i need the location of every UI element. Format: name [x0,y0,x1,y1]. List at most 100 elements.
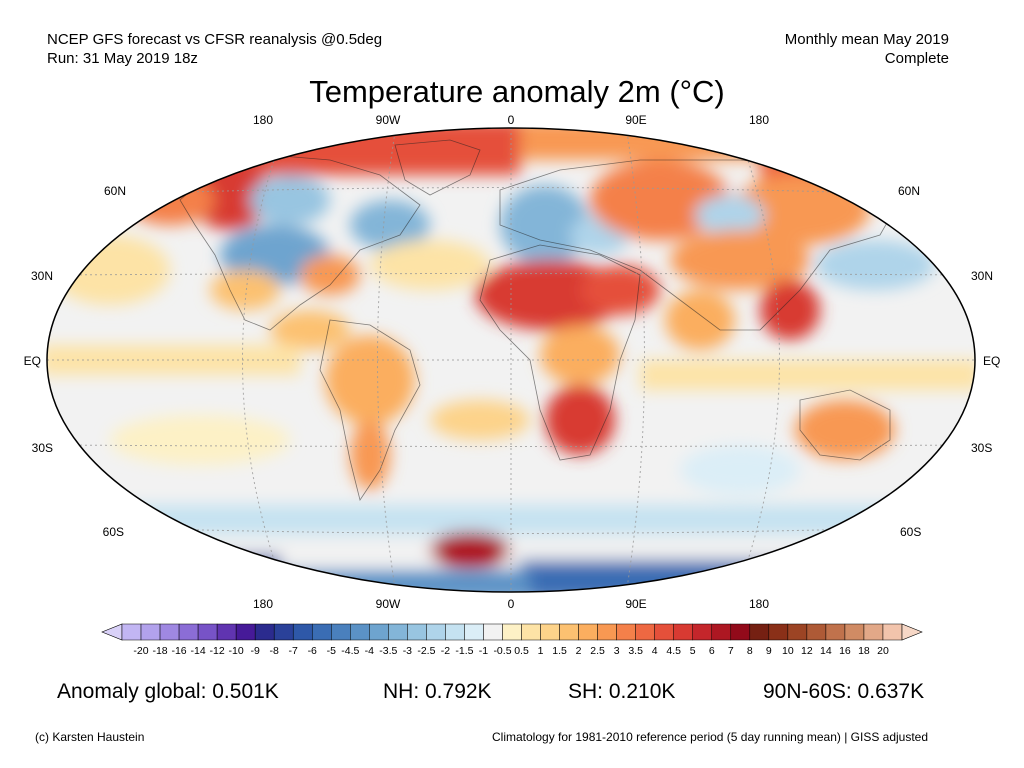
globe-outline [46,127,976,593]
colorbar-cell [616,623,636,641]
lon-label: 0 [508,113,515,127]
colorbar-cell [140,623,161,641]
colorbar: -20 -18 -16 -14 -12 -10 -9 -8 -7 -6 -5 -4.5 -4 -3.5 -3… [101,623,923,657]
colorbar-cell [197,623,218,641]
lon-label: 90W [376,597,401,611]
colorbar-cell [711,623,732,641]
lon-label: 180 [253,597,273,611]
colorbar-tick-label: -4.5 [341,645,359,657]
header-right: Monthly mean May 2019 Complete [785,30,949,68]
colorbar-tick-label: 0.5 [514,645,529,657]
colorbar-tick-label: 9 [766,645,772,657]
colorbar-under-arrow [101,623,123,641]
colorbar-tick-label: -9 [250,645,259,657]
lat-label: 60S [103,525,124,539]
colorbar-tick-label: -5 [327,645,336,657]
stat-arctic: 90N-60S: 0.637K [763,680,925,703]
colorbar-tick-label: 10 [782,645,794,657]
colorbar-tick-label: 5 [690,645,696,657]
colorbar-cell [273,623,294,641]
colorbar-cell [692,623,713,641]
lat-label: EQ [24,354,41,368]
colorbar-cell [787,623,808,641]
colorbar-cell [597,623,617,641]
lat-label: 60N [898,184,920,198]
lon-label: 90W [376,113,401,127]
colorbar-tick-label: 16 [839,645,851,657]
lat-label: 30N [971,269,993,283]
stat-sh: SH: 0.210K [568,680,676,703]
lon-label: 180 [749,113,769,127]
colorbar-tick-label: 1 [538,645,544,657]
colorbar-cell [635,623,655,641]
lat-label: 30N [31,269,53,283]
climatology-note: Climatology for 1981-2010 reference peri… [492,730,929,744]
colorbar-tick-label: -3 [403,645,412,657]
colorbar-tick-label: 1.5 [552,645,567,657]
colorbar-tick-label: -14 [191,645,206,657]
colorbar-tick-label: -2 [441,645,450,657]
anomaly-map: 180 90W 0 90E 180 180 90W 0 90E 180 60N … [24,113,1001,611]
colorbar-cell [654,623,674,641]
colorbar-cell [559,623,579,641]
colorbar-labels: -20 -18 -16 -14 -12 -10 -9 -8 -7 -6 -5 -4.5 -4 -3.5 -3… [133,645,889,657]
lat-label: 30S [971,441,992,455]
colorbar-tick-label: 4 [652,645,658,657]
colorbar-tick-label: 14 [820,645,832,657]
run-line: Run: 31 May 2019 18z [47,50,198,67]
lat-label: 30S [32,441,53,455]
colorbar-tick-label: 2 [576,645,582,657]
colorbar-tick-label: -10 [229,645,244,657]
colorbar-tick-label: -3.5 [379,645,397,657]
colorbar-cell [730,623,751,641]
colorbar-cell [445,623,465,641]
colorbar-over-arrow [901,623,923,641]
map-title: Temperature anomaly 2m (°C) [309,74,725,109]
period-line: Monthly mean May 2019 [784,31,949,48]
colorbar-tick-label: 12 [801,645,813,657]
colorbar-cell [235,623,256,641]
colorbar-tick-label: -6 [308,645,317,657]
colorbar-tick-label: 3 [614,645,620,657]
colorbar-cell [673,623,693,641]
colorbar-tick-label: -16 [171,645,186,657]
header-left: NCEP GFS forecast vs CFSR reanalysis @0.… [47,30,382,68]
colorbar-tick-label: -1 [479,645,488,657]
colorbar-cell [216,623,237,641]
colorbar-cell [426,623,446,641]
colorbar-tick-label: 20 [877,645,889,657]
graticule [47,128,975,592]
colorbar-cell [350,623,370,641]
colorbar-cell [483,623,503,641]
colorbar-cell [331,623,351,641]
colorbar-cell [292,623,313,641]
colorbar-tick-label: 6 [709,645,715,657]
colorbar-cell [768,623,789,641]
lon-label: 180 [749,597,769,611]
colorbar-tick-label: 2.5 [590,645,605,657]
colorbar-tick-label: 4.5 [666,645,681,657]
colorbar-cell [369,623,389,641]
lon-label: 90E [625,113,646,127]
colorbar-tick-label: -20 [133,645,148,657]
colorbar-cell [578,623,598,641]
latitude-labels-right: 60N 30N EQ 30S 60S [898,184,1000,539]
colorbar-cells [101,623,923,641]
colorbar-cell [254,623,275,641]
colorbar-tick-label: -8 [270,645,279,657]
lat-label: 60N [104,184,126,198]
coastlines [179,139,901,501]
colorbar-tick-label: -2.5 [417,645,435,657]
status-line: Complete [884,50,949,67]
colorbar-cell [749,623,770,641]
colorbar-tick-label: 8 [747,645,753,657]
colorbar-tick-label: -1.5 [455,645,473,657]
colorbar-cell [863,623,884,641]
lat-label: 60S [900,525,921,539]
longitude-labels-top: 180 90W 0 90E 180 [253,113,769,127]
colorbar-tick-label: 18 [858,645,870,657]
colorbar-cell [178,623,199,641]
stat-nh: NH: 0.792K [383,680,492,703]
colorbar-cell [806,623,827,641]
colorbar-cell [159,623,180,641]
